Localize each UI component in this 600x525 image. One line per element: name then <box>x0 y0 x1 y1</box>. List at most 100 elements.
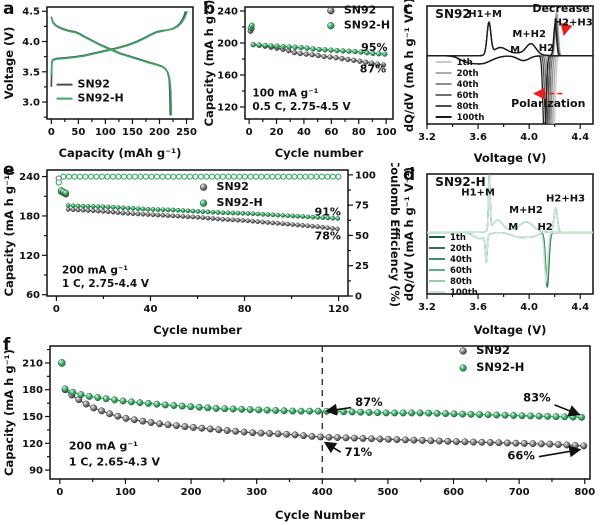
series-a <box>50 11 188 116</box>
svg-text:60th: 60th <box>450 266 472 276</box>
svg-text:120: 120 <box>217 103 238 114</box>
svg-text:H2+H3: H2+H3 <box>546 194 585 205</box>
legend-e: SN92 SN92-H <box>199 180 263 209</box>
svg-text:1 C, 2.65-4.3 V: 1 C, 2.65-4.3 V <box>69 456 161 469</box>
svg-text:250: 250 <box>176 127 197 138</box>
svg-text:0.5 C, 2.75-4.5 V: 0.5 C, 2.75-4.5 V <box>252 101 351 113</box>
svg-text:50: 50 <box>355 231 369 242</box>
axes-e: 0 40 80 120 60 120 180 240 0 25 50 75 100 Cycle numbe… <box>19 163 400 337</box>
panel-label-c: c <box>403 0 414 19</box>
svg-text:3.2: 3.2 <box>418 132 436 143</box>
svg-text:90: 90 <box>29 466 43 477</box>
svg-text:80: 80 <box>238 304 252 315</box>
svg-text:87%: 87% <box>355 395 383 409</box>
annotations-f: 87% 71% 83% 66% 200 mA g⁻¹ 1 C, 2.65-4.3 V <box>69 390 582 469</box>
svg-text:H1+M: H1+M <box>461 188 495 199</box>
svg-text:Capacity (mA h g⁻¹): Capacity (mA h g⁻¹) <box>2 349 16 476</box>
svg-text:20th: 20th <box>457 69 479 79</box>
svg-text:240: 240 <box>19 172 40 183</box>
series-d <box>427 174 593 289</box>
svg-text:120: 120 <box>22 439 43 450</box>
svg-text:100th: 100th <box>457 113 485 123</box>
svg-text:M: M <box>510 45 520 56</box>
svg-text:80: 80 <box>352 127 366 138</box>
svg-text:Polarization: Polarization <box>511 97 585 110</box>
svg-text:4.0: 4.0 <box>22 37 40 48</box>
svg-text:SN92: SN92 <box>217 180 249 193</box>
svg-text:SN92: SN92 <box>78 78 110 91</box>
series-c <box>427 7 593 124</box>
svg-text:180: 180 <box>19 211 40 222</box>
svg-text:0: 0 <box>246 127 253 138</box>
svg-text:200: 200 <box>217 39 238 50</box>
svg-text:20: 20 <box>270 127 284 138</box>
svg-text:100: 100 <box>95 127 116 138</box>
svg-text:240: 240 <box>217 7 238 18</box>
svg-text:SN92-H: SN92-H <box>344 19 390 32</box>
svg-text:4.4: 4.4 <box>571 132 589 143</box>
svg-text:M: M <box>508 222 518 233</box>
svg-text:120: 120 <box>19 251 40 262</box>
svg-text:40: 40 <box>297 127 311 138</box>
svg-text:4.5: 4.5 <box>22 7 40 18</box>
svg-text:100: 100 <box>376 127 397 138</box>
panel-label-d: d <box>403 165 416 185</box>
svg-text:150: 150 <box>122 127 143 138</box>
svg-text:500: 500 <box>377 487 398 498</box>
svg-text:Capacity (mA h g⁻¹): Capacity (mA h g⁻¹) <box>202 0 216 126</box>
svg-text:SN92: SN92 <box>435 7 470 21</box>
svg-text:4.4: 4.4 <box>571 302 589 313</box>
svg-text:Decrease: Decrease <box>532 2 589 15</box>
series-b <box>247 22 388 68</box>
axes-f: 0 100 200 300 400 500 600 700 800 90 120 150 180 210 C… <box>22 345 595 522</box>
svg-text:H1+M: H1+M <box>468 9 502 20</box>
svg-text:3.0: 3.0 <box>22 98 40 109</box>
svg-text:200 mA g⁻¹: 200 mA g⁻¹ <box>62 264 128 276</box>
svg-text:60: 60 <box>26 290 40 301</box>
svg-text:60th: 60th <box>457 91 479 101</box>
panel-label-a: a <box>3 0 15 19</box>
svg-text:1th: 1th <box>450 233 466 243</box>
svg-text:180: 180 <box>22 385 43 396</box>
svg-text:200: 200 <box>181 487 202 498</box>
svg-text:1th: 1th <box>457 58 473 68</box>
panel-b-cycling-chart: 0 20 40 60 80 100 120 160 200 240 Cycle number 95% 8… <box>202 0 397 160</box>
svg-text:M+H2: M+H2 <box>509 205 543 216</box>
svg-text:80th: 80th <box>457 102 479 112</box>
panel-f-long-cycling-chart: 0 100 200 300 400 500 600 700 800 90 120 150 180 210 C… <box>2 343 595 522</box>
svg-text:Capacity (mA h g⁻¹): Capacity (mA h g⁻¹) <box>2 170 16 297</box>
svg-text:40th: 40th <box>450 255 472 265</box>
svg-text:4.0: 4.0 <box>520 302 538 313</box>
panel-label-f: f <box>3 335 11 355</box>
svg-text:Cycle Number: Cycle Number <box>275 508 365 522</box>
annotations-b: 95% 87% 100 mA g⁻¹0.5 C, 2.75-4.5 V <box>252 41 387 113</box>
svg-text:700: 700 <box>509 487 530 498</box>
svg-text:100: 100 <box>115 487 136 498</box>
svg-text:SN92-H: SN92-H <box>435 175 485 189</box>
series-f <box>57 346 588 479</box>
svg-text:300: 300 <box>246 487 267 498</box>
svg-text:40: 40 <box>144 304 158 315</box>
panel-d-dqdv-sn92h-chart: 3.2 3.6 4.0 4.4 Voltage (V) SN92-HH1+M M+H2H2+… <box>402 168 594 337</box>
svg-text:50: 50 <box>71 127 85 138</box>
svg-text:200: 200 <box>149 127 170 138</box>
svg-text:60: 60 <box>324 127 338 138</box>
svg-text:100th: 100th <box>450 288 478 298</box>
svg-text:80th: 80th <box>450 277 472 287</box>
annotations-e: 91% 78% 200 mA g⁻¹ 1 C, 2.75-4.4 V <box>62 205 341 290</box>
svg-text:78%: 78% <box>315 230 341 243</box>
svg-text:0: 0 <box>48 127 55 138</box>
svg-text:dQ/dV (mA h g⁻¹ V⁻¹): dQ/dV (mA h g⁻¹ V⁻¹) <box>402 168 416 301</box>
svg-text:200 mA g⁻¹: 200 mA g⁻¹ <box>69 440 138 453</box>
svg-text:3.5: 3.5 <box>22 67 40 78</box>
svg-text:H2: H2 <box>537 222 552 233</box>
svg-text:100 mA g⁻¹: 100 mA g⁻¹ <box>252 88 318 100</box>
svg-text:Voltage (V): Voltage (V) <box>2 27 16 100</box>
panel-e-cycling-ce-chart: 0 40 80 120 60 120 180 240 0 25 50 75 100 Cycle numbe… <box>2 163 400 337</box>
svg-text:91%: 91% <box>315 205 341 218</box>
svg-text:1 C, 2.75-4.4 V: 1 C, 2.75-4.4 V <box>62 278 150 290</box>
svg-text:20th: 20th <box>450 244 472 254</box>
